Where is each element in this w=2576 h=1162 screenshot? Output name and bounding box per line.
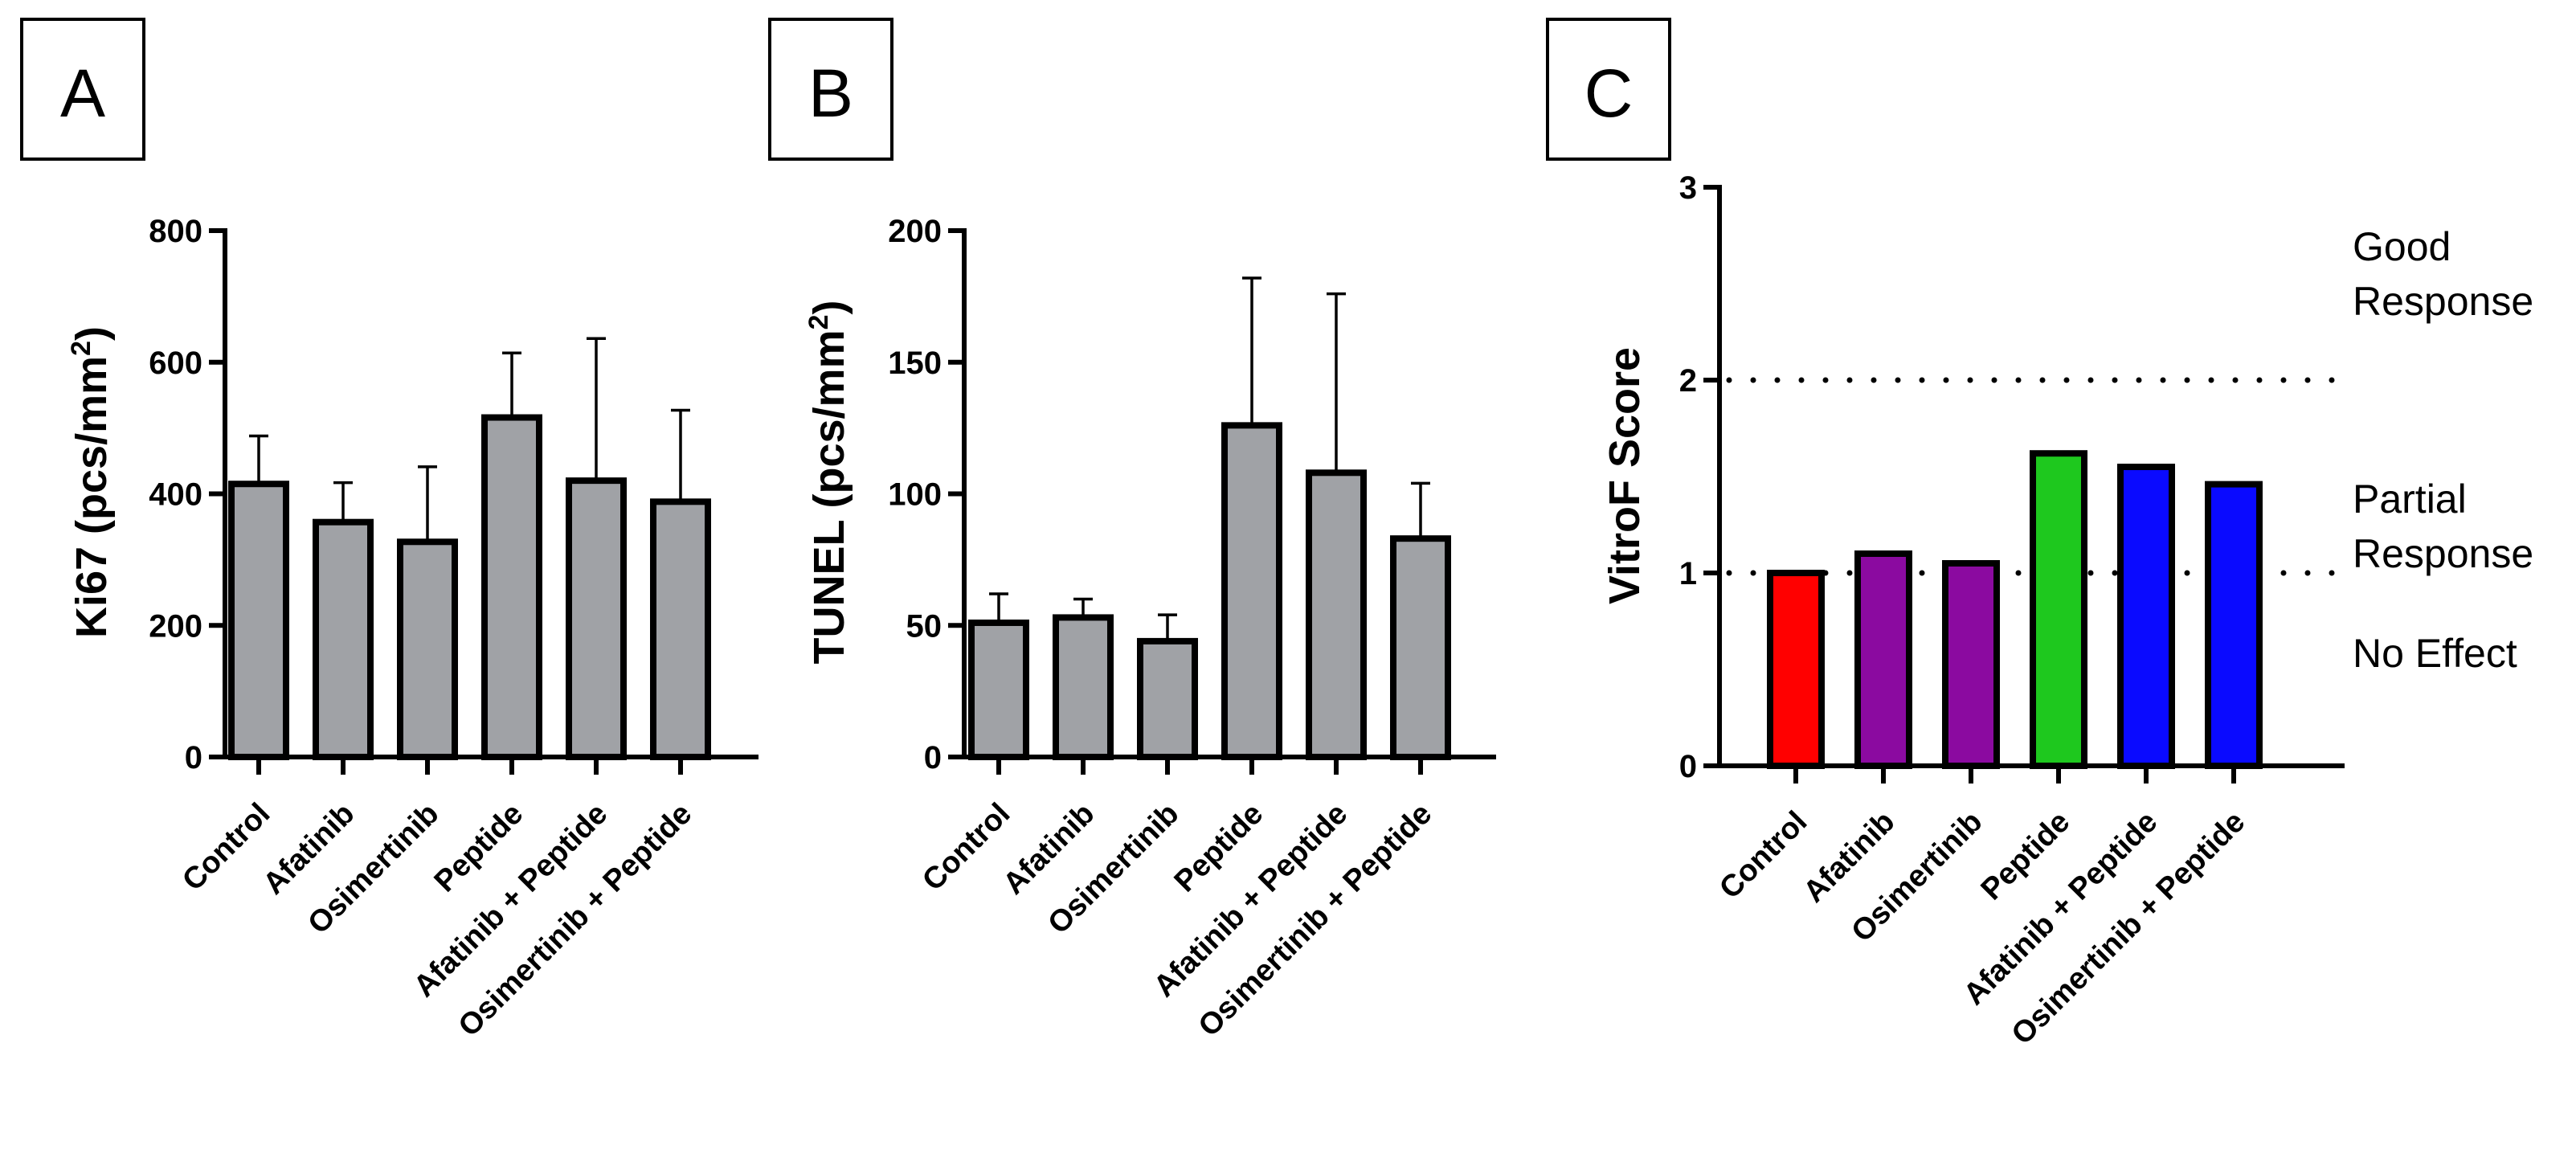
tunel-y-tick-label: 50	[906, 608, 942, 644]
vitrof-category-label-control: Control	[1713, 805, 1813, 906]
vitrof-bar-afatinib	[1854, 550, 1912, 769]
ki67-chart: Ki67 (pcs/mm2) 0200400600800ControlAfati…	[66, 214, 758, 1043]
tunel-y-title-main: TUNEL (pcs/mm	[805, 329, 853, 664]
tunel-y-tick-label: 100	[888, 477, 942, 513]
panel-b-box	[768, 18, 893, 161]
vitrof-bar-peptide	[2030, 450, 2087, 769]
ki67-y-tick-label: 200	[149, 608, 202, 644]
panel-c-box	[1546, 18, 1671, 161]
vitrof-y-tick-label: 2	[1679, 363, 1697, 399]
ki67-bar-osimertinib	[397, 538, 458, 760]
panel-b-letter: B	[808, 55, 853, 131]
zone-good-line1: Good	[2353, 224, 2451, 269]
tunel-bar-afatinib-peptide	[1306, 469, 1367, 760]
panel-a-letter: A	[60, 55, 105, 131]
zone-noeffect-label: No Effect	[2353, 631, 2517, 676]
tunel-bar-osimertinib	[1137, 637, 1198, 761]
vitrof-bar-osimertinib-peptide	[2205, 481, 2263, 769]
ki67-bar-peptide	[481, 414, 542, 761]
ki67-bar-afatinib-peptide	[566, 477, 627, 760]
vitrof-bar-osimertinib	[1942, 560, 2000, 769]
zone-partial-line2: Response	[2353, 531, 2533, 576]
vitrof-y-tick-label: 3	[1679, 170, 1697, 206]
panel-c-letter: C	[1584, 55, 1634, 131]
panel-a-box	[20, 18, 145, 161]
vitrof-chart: VitroF Score Good Response Partial Respo…	[1601, 170, 2533, 1051]
ki67-y-tick-label: 800	[149, 214, 202, 249]
ki67-y-tick-label: 400	[149, 477, 202, 513]
tunel-y-title-suffix: )	[805, 301, 853, 315]
zone-partial-line1: Partial	[2353, 477, 2467, 522]
tunel-bar-osimertinib-peptide	[1390, 535, 1451, 760]
tunel-bar-control	[968, 619, 1029, 760]
ki67-bar-afatinib	[313, 518, 374, 760]
ki67-y-tick-label: 600	[149, 346, 202, 381]
ki67-y-title-sup: 2	[66, 341, 96, 356]
tunel-y-title: TUNEL (pcs/mm2)	[803, 301, 853, 665]
tunel-y-tick-label: 200	[888, 214, 942, 249]
vitrof-bar-afatinib-peptide	[2117, 464, 2175, 769]
ki67-y-tick-label: 0	[185, 740, 202, 775]
vitrof-y-tick-label: 1	[1679, 556, 1697, 591]
tunel-y-tick-label: 150	[888, 346, 942, 381]
tunel-chart: TUNEL (pcs/mm2) 050100150200ControlAfati…	[803, 214, 1496, 1043]
vitrof-bar-control	[1767, 570, 1825, 769]
ki67-bar-osimertinib-peptide	[650, 498, 711, 760]
tunel-y-tick-label: 0	[924, 740, 942, 775]
ki67-y-title: Ki67 (pcs/mm2)	[66, 326, 116, 638]
tunel-bar-peptide	[1221, 422, 1282, 760]
tunel-bar-afatinib	[1053, 614, 1114, 760]
vitrof-y-title: VitroF Score	[1601, 347, 1649, 604]
vitrof-y-tick-label: 0	[1679, 749, 1697, 784]
tunel-y-title-sup: 2	[803, 314, 834, 329]
ki67-bar-control	[228, 481, 289, 760]
zone-good-line2: Response	[2353, 279, 2533, 324]
ki67-y-title-suffix: )	[67, 326, 116, 341]
ki67-y-title-main: Ki67 (pcs/mm	[67, 356, 116, 638]
